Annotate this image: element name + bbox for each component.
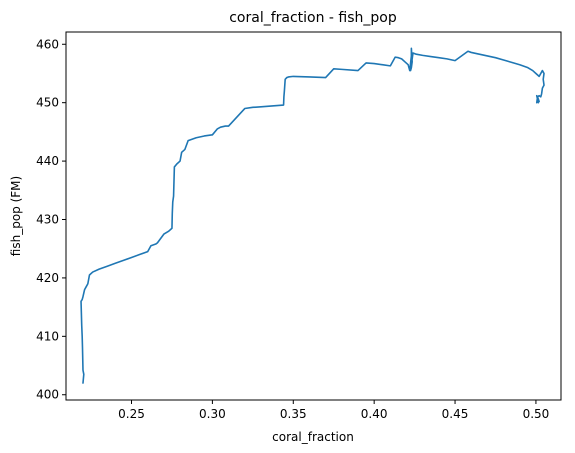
- series-layer: [81, 48, 544, 383]
- axes-frame: [66, 32, 561, 400]
- y-tick-label: 420: [36, 271, 59, 285]
- y-axis: 400 410 420 430 440 450 460: [36, 37, 66, 401]
- y-tick-label: 410: [36, 329, 59, 343]
- y-axis-label: fish_pop (FM): [9, 176, 23, 256]
- series-line-fish_pop: [81, 48, 544, 383]
- plot-area: [66, 32, 561, 400]
- x-tick-label: 0.35: [280, 407, 307, 421]
- y-tick-label: 430: [36, 213, 59, 227]
- x-tick-label: 0.25: [118, 407, 145, 421]
- y-tick-label: 450: [36, 96, 59, 110]
- y-tick-label: 400: [36, 388, 59, 402]
- x-tick-label: 0.45: [442, 407, 469, 421]
- x-axis: 0.25 0.30 0.35 0.40 0.45 0.50: [118, 400, 549, 421]
- chart-title: coral_fraction - fish_pop: [229, 10, 397, 26]
- x-tick-label: 0.30: [199, 407, 226, 421]
- x-tick-label: 0.40: [361, 407, 388, 421]
- x-axis-label: coral_fraction: [272, 430, 354, 444]
- x-tick-label: 0.50: [523, 407, 550, 421]
- y-tick-label: 460: [36, 37, 59, 51]
- y-tick-label: 440: [36, 154, 59, 168]
